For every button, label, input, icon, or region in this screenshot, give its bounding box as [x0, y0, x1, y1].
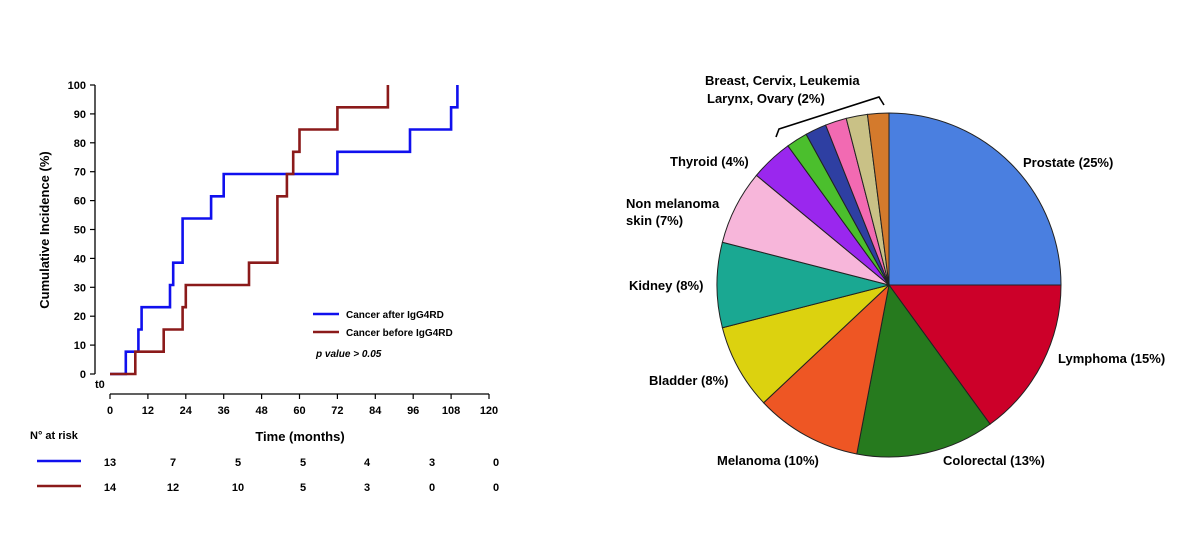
series-line-2 [110, 85, 390, 376]
y-tick-label: 100 [68, 80, 86, 92]
pie-label-line: Non melanoma [626, 196, 720, 211]
y-axis-title: Cumulative Incidence (%) [37, 151, 52, 308]
y-tick-label: 40 [74, 253, 86, 265]
pie-slice-4 [762, 283, 890, 455]
pie-label-line: skin (7%) [626, 213, 683, 228]
x-tick-label: 96 [407, 405, 419, 417]
y-tick-label: 50 [74, 225, 86, 237]
y-tick-label: 70 [74, 167, 86, 179]
risk-count: 4 [364, 457, 371, 469]
x-tick-label: 108 [442, 405, 460, 417]
pie-label-8: Thyroid (4%) [670, 154, 749, 169]
x-tick-label: 0 [107, 405, 113, 417]
legend-label-1: Cancer after IgG4RD [346, 310, 444, 321]
risk-count: 12 [167, 482, 179, 494]
pie-slice-1 [888, 112, 1062, 286]
x-tick-label: 12 [142, 405, 154, 417]
x-axis-title: Time (months) [255, 429, 344, 444]
pie-slice-3 [856, 283, 991, 458]
pie-label-3: Colorectal (13%) [943, 453, 1045, 468]
risk-count: 5 [300, 457, 306, 469]
risk-count: 10 [232, 482, 244, 494]
y-tick-label: 30 [74, 282, 86, 294]
y-tick-label: 0 [80, 369, 86, 381]
risk-count: 14 [104, 482, 117, 494]
x-tick-label: 24 [180, 405, 193, 417]
y-tick-label: 80 [74, 138, 86, 150]
risk-count: 3 [429, 457, 435, 469]
risk-count: 5 [235, 457, 241, 469]
y-tick-label: 90 [74, 109, 86, 121]
y-tick-label: 60 [74, 196, 86, 208]
risk-count: 7 [170, 457, 176, 469]
y-tick-label: 10 [74, 340, 86, 352]
y-tick-label: 20 [74, 311, 86, 323]
pie-label-4: Melanoma (10%) [717, 453, 819, 468]
x-tick-label: 84 [369, 405, 382, 417]
pie-label-1: Prostate (25%) [1023, 155, 1113, 170]
pie-label-non-melanoma-skin: Non melanoma skin (7%) [626, 196, 720, 228]
x-tick-label: 72 [331, 405, 343, 417]
p-value-annotation: p value > 0.05 [315, 349, 382, 360]
x-tick-label: 120 [480, 405, 498, 417]
risk-table-header: N° at risk [30, 430, 79, 442]
cancer-type-pie-chart: Prostate (25%) Lymphoma (15%) Colorectal (… [626, 73, 1165, 468]
risk-count: 5 [300, 482, 306, 494]
group-bracket [775, 96, 885, 138]
risk-count: 0 [429, 482, 435, 494]
series-line-1 [110, 85, 459, 376]
group-label-line-1: Breast, Cervix, Leukemia [705, 73, 860, 88]
risk-count: 0 [493, 457, 499, 469]
pie-slice-13 [866, 112, 890, 286]
risk-count: 3 [364, 482, 370, 494]
x-tick-label: 60 [293, 405, 305, 417]
pie-label-2: Lymphoma (15%) [1058, 351, 1165, 366]
x-tick-label: 36 [218, 405, 230, 417]
origin-label: t0 [95, 379, 105, 391]
pie-label-6: Kidney (8%) [629, 278, 703, 293]
risk-count: 13 [104, 457, 116, 469]
legend-label-2: Cancer before IgG4RD [346, 328, 453, 339]
risk-count: 0 [493, 482, 499, 494]
pie-slice-2 [888, 284, 1062, 425]
pie-label-5: Bladder (8%) [649, 373, 728, 388]
x-tick-label: 48 [255, 405, 267, 417]
group-label-line-2: Larynx, Ovary (2%) [707, 91, 825, 106]
